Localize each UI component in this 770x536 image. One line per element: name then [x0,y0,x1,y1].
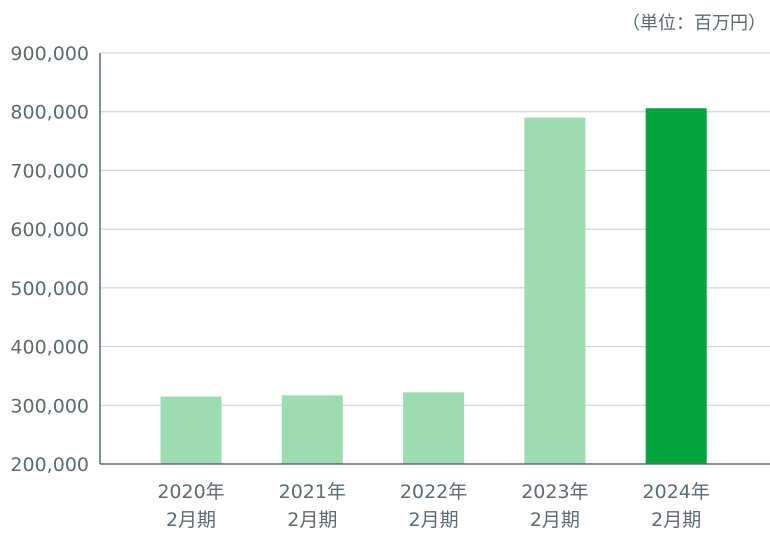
bar [645,108,707,464]
bar [403,392,465,464]
x-tick-label: 2月期 [651,509,701,531]
y-tick-label: 800,000 [10,102,89,124]
y-tick-label: 400,000 [10,337,89,359]
y-tick-label: 500,000 [10,278,89,300]
y-tick-label: 200,000 [10,454,89,476]
x-tick-label: 2020年 [157,481,224,503]
bar [524,117,586,464]
y-axis: 200,000 300,000 400,000 500,000 600,000 700,0… [10,43,101,476]
x-tick-label: 2023年 [521,481,588,503]
y-tick-label: 600,000 [10,219,89,241]
bars [160,108,707,464]
unit-label: （単位：百万円） [622,13,766,34]
x-tick-label: 2021年 [279,481,346,503]
bar [281,395,343,464]
gridlines [100,52,770,406]
x-tick-label: 2024年 [643,481,710,503]
x-tick-label: 2022年 [400,481,467,503]
x-tick-label: 2月期 [166,509,216,531]
x-tick-label: 2月期 [530,509,580,531]
x-tick-label: 2月期 [409,509,459,531]
y-tick-label: 300,000 [10,395,89,417]
x-axis: 2020年 2月期 2021年 2月期 2022年 2月期 2023年 2月期 2024年 2月期 [100,463,770,531]
y-tick-label: 900,000 [10,43,89,65]
bar [160,396,222,464]
x-tick-label: 2月期 [287,509,337,531]
y-tick-label: 700,000 [10,160,89,182]
